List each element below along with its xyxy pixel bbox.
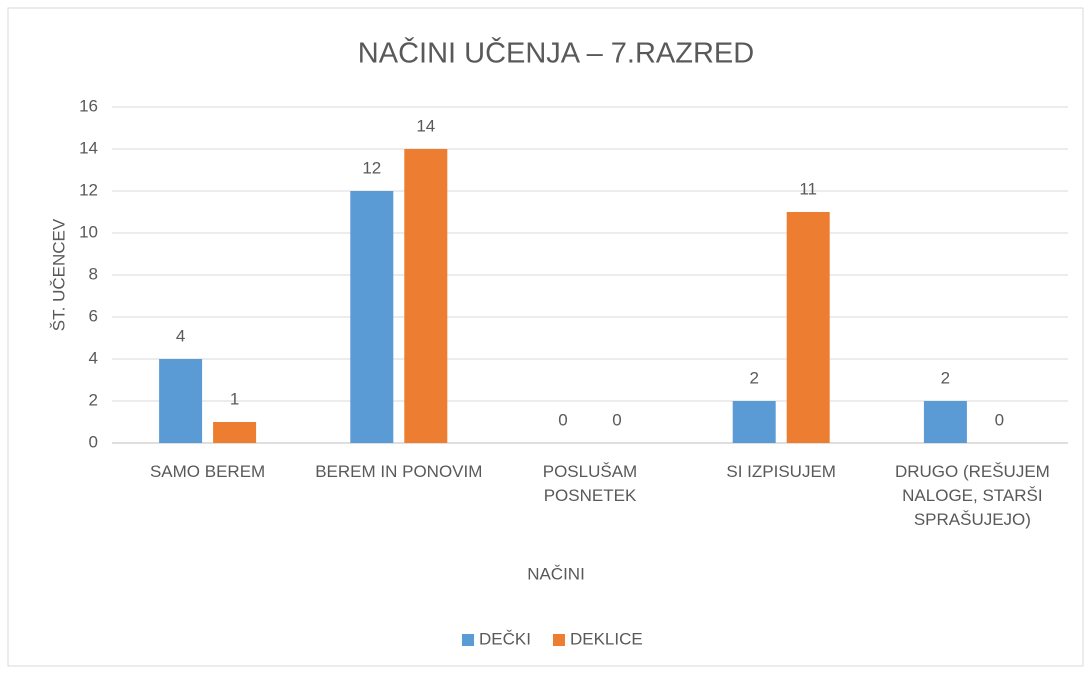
data-label: 0: [612, 410, 621, 429]
legend-label: DEČKI: [479, 629, 531, 648]
y-tick-label: 14: [79, 138, 98, 157]
data-label: 2: [941, 368, 950, 387]
x-tick-label: POSLUŠAM POSNETEK: [542, 462, 638, 505]
data-label: 11: [799, 179, 817, 198]
y-tick-label: 2: [89, 390, 98, 409]
bar: [213, 422, 257, 443]
x-tick-label: DRUGO (REŠUJEM NALOGE, STARŠI SPRAŠUJEJO…: [894, 462, 1050, 529]
x-tick-label: BEREM IN PONOVIM: [315, 462, 483, 481]
data-label: 1: [230, 389, 239, 408]
x-tick-label: SAMO BEREM: [149, 462, 266, 481]
legend-swatch: [462, 634, 474, 646]
chart-title: NAČINI UČENJA – 7.RAZRED: [358, 36, 754, 70]
bar: [732, 401, 776, 443]
y-tick-label: 12: [79, 180, 98, 199]
bar: [923, 401, 967, 443]
chart-border: [7, 7, 1084, 667]
y-axis-title: ŠT. UČENCEV: [49, 218, 68, 331]
x-axis-title: NAČINI: [527, 564, 585, 583]
bar: [786, 212, 830, 443]
y-tick-label: 0: [89, 432, 98, 451]
data-label: 4: [176, 326, 185, 345]
data-label: 2: [749, 368, 758, 387]
y-tick-label: 10: [79, 222, 98, 241]
data-label: 0: [995, 410, 1004, 429]
data-label: 14: [416, 116, 435, 135]
bar: [350, 191, 394, 443]
y-tick-label: 8: [89, 264, 98, 283]
legend-label: DEKLICE: [570, 629, 643, 648]
data-label: 0: [558, 410, 567, 429]
y-tick-label: 6: [89, 306, 98, 325]
bar: [404, 149, 448, 443]
data-label: 12: [362, 158, 381, 177]
y-tick-label: 16: [79, 96, 98, 115]
y-tick-label: 4: [89, 348, 98, 367]
bar: [159, 359, 203, 443]
x-tick-label: SI IZPISUJEM: [726, 462, 836, 481]
legend-swatch: [552, 634, 565, 646]
